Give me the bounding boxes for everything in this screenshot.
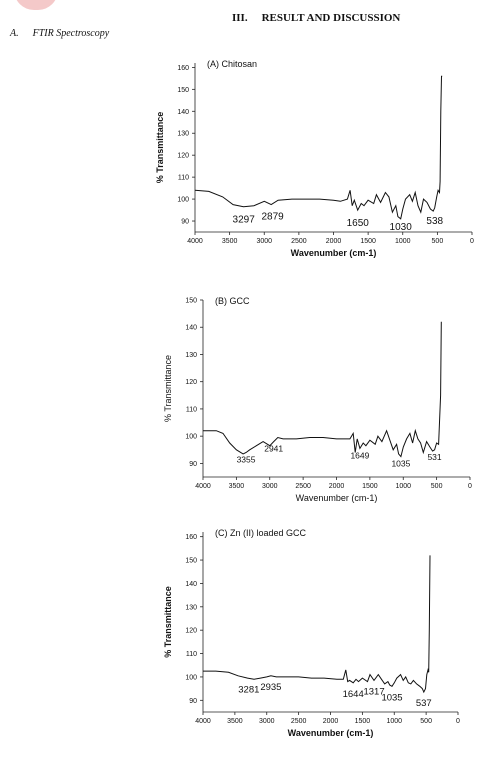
- peak-label: 1317: [363, 686, 384, 697]
- x-axis-label: Wavenumber (cm-1): [288, 728, 374, 738]
- x-tick-label: 500: [431, 483, 443, 490]
- y-tick-label: 100: [185, 674, 197, 681]
- peak-labels: 3297 2879 1650 1030 538: [233, 212, 444, 233]
- y-axis-label: % Transmittance: [163, 355, 173, 422]
- peak-label: 2941: [264, 444, 283, 454]
- y-tick-label: 130: [185, 604, 197, 611]
- spectrum-line: [194, 75, 443, 220]
- spectrum-line: [203, 321, 442, 458]
- peak-label: 2935: [260, 682, 281, 693]
- tick-labels: 4000 3500 3000 2500 2000 1500 1000 500 0 90 100 110…: [185, 534, 460, 725]
- y-tick-label: 120: [185, 628, 197, 635]
- x-tick-label: 0: [470, 238, 474, 245]
- x-tick-label: 4000: [195, 483, 211, 490]
- axes: [200, 532, 459, 715]
- x-tick-label: 1500: [360, 238, 376, 245]
- x-tick-label: 3000: [256, 238, 272, 245]
- y-tick-label: 160: [177, 65, 189, 72]
- peak-label: 537: [416, 698, 432, 709]
- subsection-number: A.: [10, 28, 19, 39]
- section-title: RESULT AND DISCUSSION: [261, 12, 401, 24]
- section-heading: III. RESULT AND DISCUSSION: [232, 12, 400, 24]
- x-tick-label: 2000: [323, 718, 339, 725]
- axes: [192, 63, 473, 235]
- peak-label: 1030: [390, 222, 413, 233]
- chart-title: (C) Zn (II) loaded GCC: [215, 528, 307, 538]
- x-tick-label: 0: [468, 483, 472, 490]
- axes: [200, 299, 471, 480]
- peak-label: 3297: [233, 215, 256, 226]
- y-axis-label: % Transmittance: [163, 586, 173, 658]
- x-tick-label: 1500: [355, 718, 371, 725]
- y-tick-label: 130: [185, 352, 197, 359]
- y-tick-label: 100: [185, 434, 197, 441]
- peak-labels: 3355 2941 1649 1035 531: [237, 444, 442, 469]
- x-axis-label: Wavenumber (cm-1): [291, 248, 377, 258]
- y-tick-label: 140: [185, 581, 197, 588]
- x-tick-label: 1000: [395, 238, 411, 245]
- page-corner-mark: [14, 0, 58, 10]
- x-tick-label: 1000: [386, 718, 402, 725]
- section-number: III.: [232, 12, 248, 24]
- y-tick-label: 130: [177, 131, 189, 138]
- x-tick-label: 2500: [291, 238, 307, 245]
- peak-label: 3281: [238, 684, 259, 695]
- x-tick-label: 500: [420, 718, 432, 725]
- x-tick-label: 2500: [291, 718, 307, 725]
- peak-label: 3355: [237, 454, 256, 464]
- y-tick-label: 140: [185, 325, 197, 332]
- peak-label: 531: [427, 452, 441, 462]
- peak-label: 538: [426, 216, 443, 227]
- y-tick-label: 90: [189, 461, 197, 468]
- x-tick-label: 2000: [329, 483, 345, 490]
- peak-label: 2879: [262, 212, 285, 223]
- y-tick-label: 110: [186, 651, 197, 658]
- y-tick-label: 140: [177, 109, 189, 116]
- chart-title: (A) Chitosan: [207, 59, 257, 69]
- x-tick-label: 3500: [227, 718, 243, 725]
- subsection-title: FTIR Spectroscopy: [32, 28, 110, 39]
- tick-labels: 4000 3500 3000 2500 2000 1500 1000 500 0 90 100 110…: [185, 298, 472, 491]
- x-axis-label: Wavenumber (cm-1): [296, 493, 378, 503]
- y-tick-label: 90: [189, 698, 197, 705]
- peak-label: 1644: [343, 689, 364, 700]
- y-tick-label: 90: [181, 219, 189, 226]
- peak-label: 1650: [347, 218, 370, 229]
- ftir-chart-chitosan: 4000 3500 3000 2500 2000 1500 1000 500 0 90 100 110…: [155, 59, 474, 258]
- x-tick-label: 4000: [187, 238, 203, 245]
- y-tick-label: 110: [186, 406, 197, 413]
- x-tick-label: 3500: [222, 238, 238, 245]
- tick-labels: 4000 3500 3000 2500 2000 1500 1000 500 0 90 100 110…: [177, 65, 474, 245]
- y-tick-label: 150: [185, 558, 197, 565]
- x-tick-label: 4000: [195, 718, 211, 725]
- ftir-chart-gcc: 4000 3500 3000 2500 2000 1500 1000 500 0 90 100 110…: [163, 296, 472, 503]
- x-tick-label: 500: [432, 238, 444, 245]
- x-tick-label: 3500: [229, 483, 245, 490]
- peak-label: 1649: [350, 450, 369, 460]
- x-tick-label: 3000: [262, 483, 278, 490]
- y-tick-label: 150: [185, 298, 197, 305]
- peak-label: 1035: [381, 692, 402, 703]
- x-tick-label: 1500: [362, 483, 378, 490]
- x-tick-label: 3000: [259, 718, 275, 725]
- x-tick-label: 0: [456, 718, 460, 725]
- y-tick-label: 150: [177, 87, 189, 94]
- y-axis-label: % Transmittance: [155, 112, 165, 184]
- subsection-heading: A. FTIR Spectroscopy: [10, 28, 109, 39]
- y-tick-label: 120: [185, 379, 197, 386]
- x-tick-label: 1000: [395, 483, 411, 490]
- chart-title: (B) GCC: [215, 296, 250, 306]
- ftir-chart-zn-loaded-gcc: 4000 3500 3000 2500 2000 1500 1000 500 0 90 100 110…: [163, 528, 460, 738]
- x-tick-label: 2500: [295, 483, 311, 490]
- spectrum-line: [203, 555, 431, 694]
- y-tick-label: 100: [177, 197, 189, 204]
- y-tick-label: 160: [185, 534, 197, 541]
- y-tick-label: 110: [178, 175, 189, 182]
- y-tick-label: 120: [177, 153, 189, 160]
- x-tick-label: 2000: [326, 238, 342, 245]
- peak-label: 1035: [391, 459, 410, 469]
